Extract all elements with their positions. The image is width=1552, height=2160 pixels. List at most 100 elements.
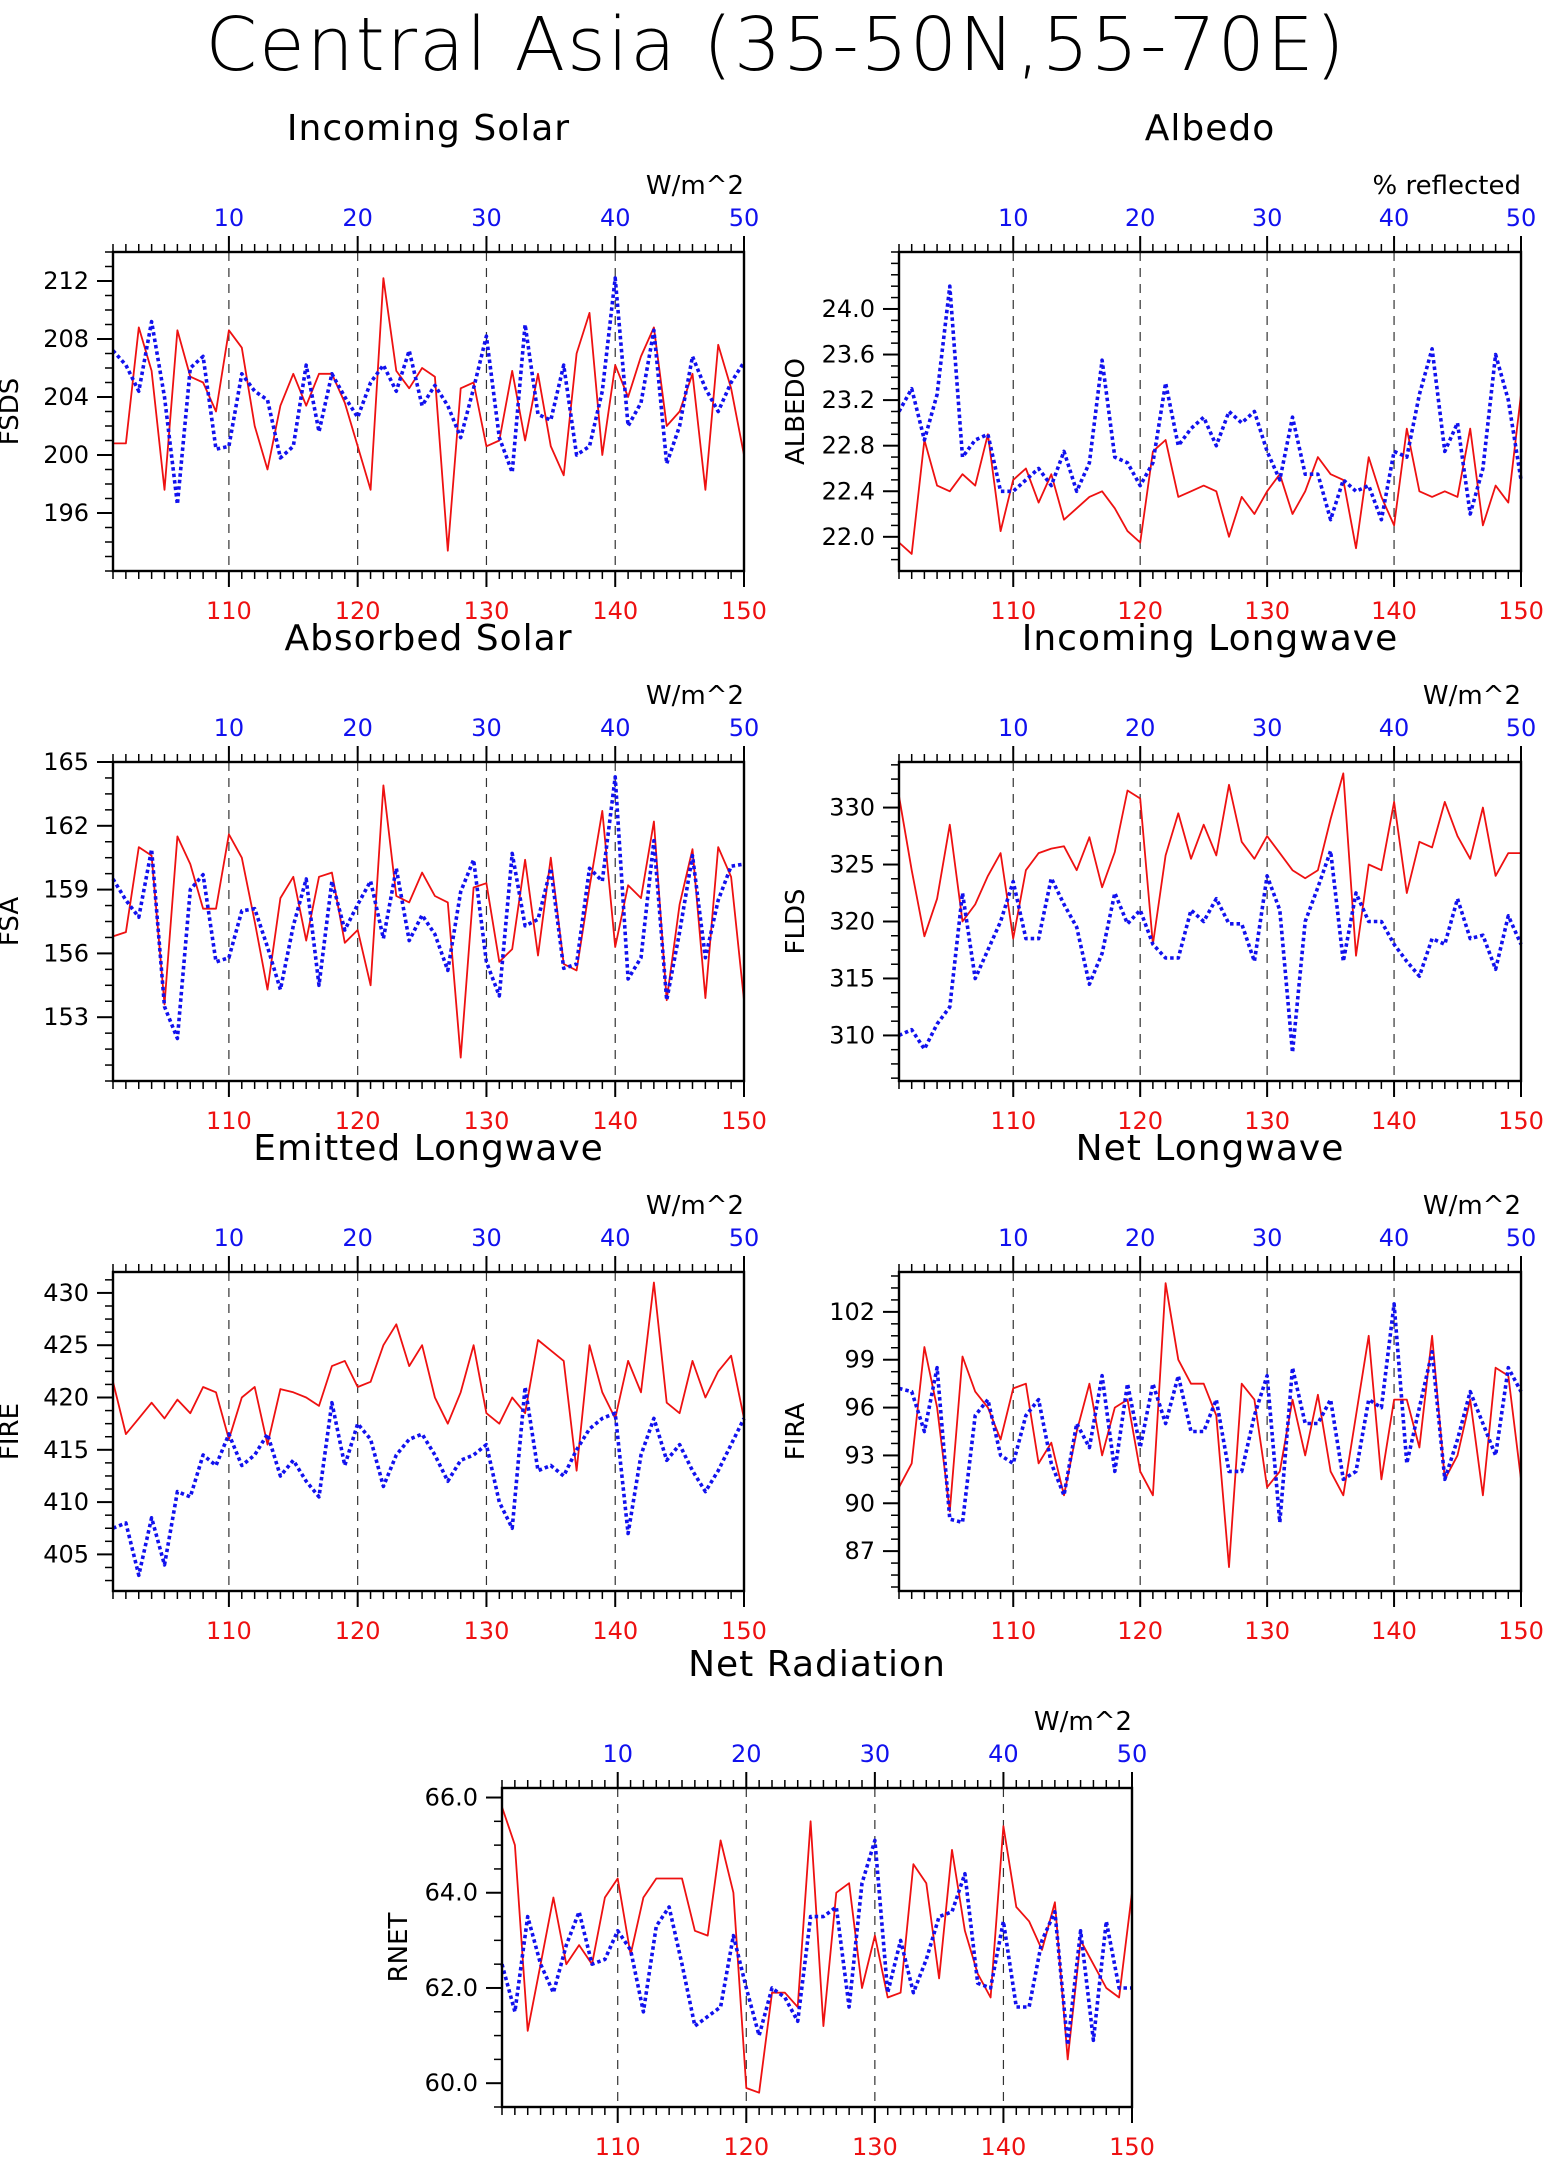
series-line-red <box>898 394 1522 555</box>
x-top-tick-label: 50 <box>1506 204 1537 232</box>
x-tick-label: 140 <box>1371 1617 1417 1645</box>
x-top-tick-label: 10 <box>214 1224 245 1252</box>
plot-frame <box>897 760 1523 1083</box>
x-tick-label: 140 <box>592 1617 638 1645</box>
panel-flds: Incoming Longwave W/m^2 110 120 130 140 150 10 2… <box>781 618 1544 1135</box>
y-tick-label: 90 <box>844 1489 875 1517</box>
x-tick-label: 110 <box>990 1107 1036 1135</box>
x-top-tick-label: 40 <box>1379 1224 1410 1252</box>
y-tick-label: 165 <box>43 748 89 776</box>
y-tick-label: 204 <box>43 383 89 411</box>
x-top-tick-label: 30 <box>1252 204 1283 232</box>
series-line-red <box>898 772 1521 957</box>
x-tick-label: 130 <box>1244 597 1290 625</box>
plot-frame <box>897 250 1523 573</box>
series-line-blue <box>898 849 1523 1055</box>
panel-fsa: Absorbed Solar W/m^2 110 120 130 140 150 10 20 30… <box>0 618 767 1135</box>
x-tick-label: 150 <box>1498 1107 1544 1135</box>
series-line-blue <box>898 1302 1523 1525</box>
panel-albedo: Albedo % reflected 110 120 130 140 150 10 20 30 40… <box>781 108 1544 625</box>
x-tick-label: 130 <box>852 2133 898 2160</box>
x-top-tick-label: 20 <box>1125 204 1156 232</box>
series-line-red <box>113 277 745 552</box>
x-tick-label: 110 <box>206 1617 252 1645</box>
panel-title: Albedo <box>1145 108 1276 149</box>
x-top-tick-label: 50 <box>1506 714 1537 742</box>
x-top-tick-label: 40 <box>600 714 631 742</box>
x-top-tick-label: 50 <box>1117 1740 1148 1768</box>
y-tick-label: 410 <box>43 1488 89 1516</box>
y-tick-label: 330 <box>829 794 875 822</box>
x-top-tick-label: 10 <box>998 204 1029 232</box>
x-tick-label: 140 <box>1371 1107 1417 1135</box>
series-line-blue <box>897 284 1523 522</box>
x-tick-label: 150 <box>721 1617 767 1645</box>
x-top-tick-label: 30 <box>1252 1224 1283 1252</box>
panel-title: Absorbed Solar <box>284 618 572 659</box>
x-top-tick-label: 20 <box>342 1224 373 1252</box>
x-top-tick-label: 40 <box>988 1740 1019 1768</box>
panel-title: Incoming Longwave <box>1022 618 1399 659</box>
series-line-red <box>898 1282 1522 1568</box>
x-tick-label: 140 <box>981 2133 1027 2160</box>
x-top-tick-label: 30 <box>471 204 502 232</box>
x-top-tick-label: 40 <box>1379 204 1410 232</box>
y-tick-label: 415 <box>43 1436 89 1464</box>
x-tick-label: 120 <box>1117 1617 1163 1645</box>
x-top-tick-label: 20 <box>731 1740 762 1768</box>
x-tick-label: 120 <box>1117 1107 1163 1135</box>
x-top-tick-label: 20 <box>342 714 373 742</box>
units-label: W/m^2 <box>1423 1191 1521 1221</box>
plot-frame <box>897 1270 1523 1593</box>
panel-rnet: Net Radiation W/m^2 110 120 130 140 150 10 20 30 4… <box>384 1644 1155 2160</box>
y-tick-label: 102 <box>829 1298 875 1326</box>
panel-title: Net Longwave <box>1076 1128 1345 1169</box>
series-line-red <box>112 784 745 1059</box>
y-tick-label: 24.0 <box>822 295 875 323</box>
y-tick-label: 315 <box>829 964 875 992</box>
x-top-tick-label: 40 <box>1379 714 1410 742</box>
x-top-tick-label: 30 <box>1252 714 1283 742</box>
x-top-tick-label: 40 <box>600 204 631 232</box>
y-tick-label: 99 <box>844 1346 875 1374</box>
y-tick-label: 325 <box>829 851 875 879</box>
x-tick-label: 110 <box>206 597 252 625</box>
y-tick-label: 62.0 <box>425 1974 478 2002</box>
units-label: W/m^2 <box>1034 1707 1132 1737</box>
y-axis-label: FIRA <box>781 1403 811 1461</box>
y-tick-label: 22.4 <box>822 477 875 505</box>
x-top-tick-label: 30 <box>471 1224 502 1252</box>
x-top-tick-label: 10 <box>214 714 245 742</box>
x-tick-label: 150 <box>721 597 767 625</box>
y-tick-label: 96 <box>844 1394 875 1422</box>
panel-fire: Emitted Longwave W/m^2 110 120 130 140 150 10 20… <box>0 1128 767 1645</box>
x-top-tick-label: 20 <box>342 204 373 232</box>
y-tick-label: 93 <box>844 1441 875 1469</box>
y-tick-label: 420 <box>43 1384 89 1412</box>
x-top-tick-label: 30 <box>860 1740 891 1768</box>
y-tick-label: 23.6 <box>822 341 875 369</box>
x-tick-label: 140 <box>592 1107 638 1135</box>
plot-frame <box>500 1786 1134 2109</box>
x-tick-label: 130 <box>464 597 510 625</box>
y-axis-label: FIRE <box>0 1403 25 1460</box>
x-top-tick-label: 20 <box>1125 1224 1156 1252</box>
x-top-tick-label: 20 <box>1125 714 1156 742</box>
y-tick-label: 22.0 <box>822 523 875 551</box>
page-title: Central Asia (35-50N,55-70E) <box>205 2 1347 88</box>
x-top-tick-label: 10 <box>214 204 245 232</box>
series-line-blue <box>500 1838 1132 2047</box>
x-tick-label: 150 <box>1109 2133 1155 2160</box>
y-tick-label: 196 <box>43 499 89 527</box>
x-tick-label: 130 <box>464 1617 510 1645</box>
x-tick-label: 150 <box>1498 597 1544 625</box>
y-tick-label: 156 <box>43 939 89 967</box>
y-tick-label: 23.2 <box>822 386 875 414</box>
units-label: W/m^2 <box>1423 681 1521 711</box>
y-axis-label: FLDS <box>781 889 811 955</box>
series-line-red <box>501 1806 1133 2094</box>
x-tick-label: 120 <box>335 1107 381 1135</box>
x-top-tick-label: 10 <box>602 1740 633 1768</box>
y-tick-label: 87 <box>844 1537 875 1565</box>
y-tick-label: 159 <box>43 876 89 904</box>
